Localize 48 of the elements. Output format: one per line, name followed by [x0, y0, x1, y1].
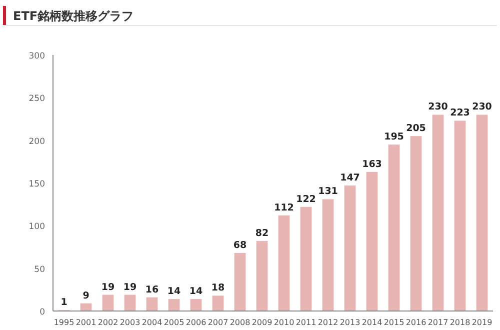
data-label: 230	[428, 102, 448, 113]
x-tick-label: 2014	[362, 318, 382, 327]
x-tick-label: 2009	[252, 318, 272, 327]
x-tick-label: 2004	[142, 318, 162, 327]
data-label: 82	[255, 228, 269, 240]
y-tick-label: 100	[28, 222, 45, 232]
data-label: 68	[233, 240, 247, 251]
x-tick-label: 2007	[208, 318, 228, 327]
x-tick-label: 2018	[450, 318, 470, 327]
x-tick-label: 2015	[384, 318, 404, 327]
x-tick-label: 2010	[274, 318, 294, 327]
x-tick-label: 2012	[318, 318, 338, 327]
x-tick-label: 2002	[98, 318, 118, 327]
data-label: 230	[472, 102, 492, 113]
x-tick-label: 2008	[230, 318, 250, 327]
data-label: 19	[123, 282, 137, 293]
y-tick-label: 50	[34, 264, 45, 275]
x-tick-label: 1995	[54, 318, 74, 327]
data-label: 147	[340, 172, 360, 184]
x-tick-label: 2005	[164, 318, 184, 327]
x-tick-label: 2006	[186, 318, 206, 327]
x-tick-label: 2003	[120, 318, 140, 327]
x-tick-label: 2011	[296, 318, 316, 327]
chart-title: ETF銘柄数推移グラフ	[13, 9, 134, 23]
data-label: 195	[384, 132, 404, 143]
data-label: 223	[450, 108, 470, 119]
data-label: 163	[362, 158, 382, 170]
data-label: 122	[296, 194, 316, 205]
y-tick-label: 150	[28, 180, 45, 190]
x-tick-label: 2001	[76, 318, 96, 327]
data-label: 1	[60, 297, 68, 308]
data-label: 9	[82, 290, 90, 302]
data-label: 205	[406, 123, 426, 134]
data-label: 14	[167, 286, 181, 298]
y-tick-label: 200	[28, 136, 45, 147]
data-label: 19	[101, 282, 115, 293]
y-tick-label: 250	[28, 94, 45, 104]
x-tick-label: 2017	[428, 318, 448, 327]
data-label: 18	[211, 282, 225, 294]
x-tick-label: 2013	[340, 318, 360, 327]
data-label: 112	[274, 202, 294, 214]
x-tick-label: 2019	[472, 318, 492, 327]
y-tick-label: 0	[40, 308, 45, 318]
data-label: 14	[189, 286, 203, 298]
data-label: 131	[318, 186, 338, 198]
data-label: 16	[145, 284, 159, 296]
x-tick-label: 2016	[406, 318, 426, 327]
y-tick-label: 300	[28, 52, 45, 62]
